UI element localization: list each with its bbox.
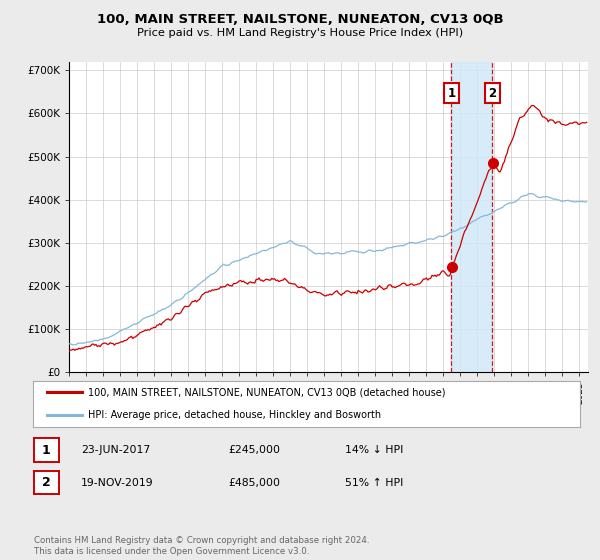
Text: 19-NOV-2019: 19-NOV-2019 [81, 478, 154, 488]
Text: 1: 1 [42, 444, 50, 457]
Text: 14% ↓ HPI: 14% ↓ HPI [345, 445, 403, 455]
Text: 51% ↑ HPI: 51% ↑ HPI [345, 478, 403, 488]
Text: HPI: Average price, detached house, Hinckley and Bosworth: HPI: Average price, detached house, Hinc… [88, 410, 381, 420]
Text: 100, MAIN STREET, NAILSTONE, NUNEATON, CV13 0QB: 100, MAIN STREET, NAILSTONE, NUNEATON, C… [97, 13, 503, 26]
Text: 2: 2 [42, 476, 50, 489]
Text: £245,000: £245,000 [228, 445, 280, 455]
Text: 2: 2 [488, 87, 496, 100]
Text: 1: 1 [447, 87, 455, 100]
Text: £485,000: £485,000 [228, 478, 280, 488]
Text: Contains HM Land Registry data © Crown copyright and database right 2024.
This d: Contains HM Land Registry data © Crown c… [34, 536, 369, 556]
Bar [451, 62, 493, 372]
Text: Price paid vs. HM Land Registry's House Price Index (HPI): Price paid vs. HM Land Registry's House … [137, 28, 463, 38]
Text: 100, MAIN STREET, NAILSTONE, NUNEATON, CV13 0QB (detached house): 100, MAIN STREET, NAILSTONE, NUNEATON, C… [88, 388, 445, 397]
Text: 23-JUN-2017: 23-JUN-2017 [81, 445, 150, 455]
